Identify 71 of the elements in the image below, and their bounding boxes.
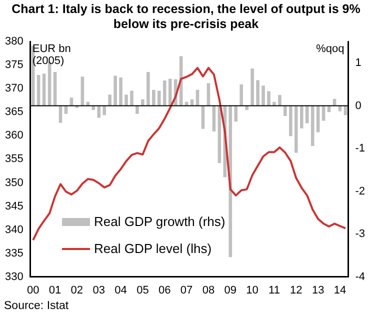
y-tick-label: 355 [4,153,24,166]
legend-label: Real GDP growth (rhs) [94,214,226,229]
bar [108,94,112,106]
y2-tick-label: 0 [355,100,362,112]
source-note: Source: Istat [3,300,70,313]
bar [136,106,139,114]
y2-tick-label: -2 [355,185,365,198]
bar [102,106,106,116]
x-tick-label: 12 [290,284,302,296]
y-tick-label: 370 [4,82,24,95]
bar [64,106,68,114]
bar [97,106,101,118]
y2-tick-label: 1 [355,57,362,70]
bar [278,95,282,106]
chart-title: Chart 1: Italy is back to recession, the level of output is 9% below its pre-crisis peak [10,1,362,32]
x-tick-label: 14 [334,284,346,296]
bar [130,90,134,106]
bar [284,106,287,116]
bar [262,86,265,106]
bar [228,106,232,258]
bar [234,106,238,122]
bar [158,90,161,106]
x-tick-label: 07 [180,284,193,296]
x-tick-label: 11 [268,284,280,296]
y-tick-label: 340 [4,224,24,236]
x-tick-label: 04 [114,284,127,296]
x-tick-label: 02 [70,284,84,296]
y2-tick-label: -3 [355,228,365,240]
bar [58,106,62,123]
y-tick-label: 350 [4,176,24,189]
x-tick-label: 05 [136,284,149,296]
bar [316,106,320,132]
bar [114,76,117,106]
bar [250,68,254,106]
x-tick-label: 10 [246,284,258,296]
bar [201,106,205,129]
y-tick-label: 345 [4,200,24,212]
bar [305,106,309,124]
bar [42,74,46,106]
bar [310,106,314,146]
bar [119,78,122,106]
bar [294,106,298,153]
bar [338,106,342,112]
y-tick-label: 360 [4,130,24,142]
bar [240,84,243,106]
bar [152,90,156,106]
legend-label: Real GDP level (lhs) [94,241,212,256]
bar [212,106,216,132]
bar [124,94,128,106]
y-axis-title: EUR bn (2005) [32,43,71,68]
y-tick-label: 375 [4,59,24,72]
bar [146,72,150,106]
y-tick-label: 330 [4,270,24,283]
bar [300,106,304,128]
y2-tick-label: -4 [355,270,365,283]
y2-tick-label: -1 [355,142,365,155]
y2-axis-title: %qoq [316,43,344,56]
x-tick-label: 09 [224,284,237,296]
x-tick-label: 13 [312,284,324,296]
x-tick-label: 00 [26,284,40,296]
y-tick-label: 335 [4,247,24,260]
x-tick-label: 06 [158,284,171,296]
bar [267,91,270,106]
x-tick-label: 03 [92,284,105,296]
bar [289,106,292,136]
x-tick-label: 08 [202,284,215,296]
y-tick-label: 380 [4,36,24,48]
bar [256,80,260,106]
y-tick-label: 365 [4,106,24,118]
x-tick-label: 01 [48,284,62,296]
bar [162,80,166,106]
